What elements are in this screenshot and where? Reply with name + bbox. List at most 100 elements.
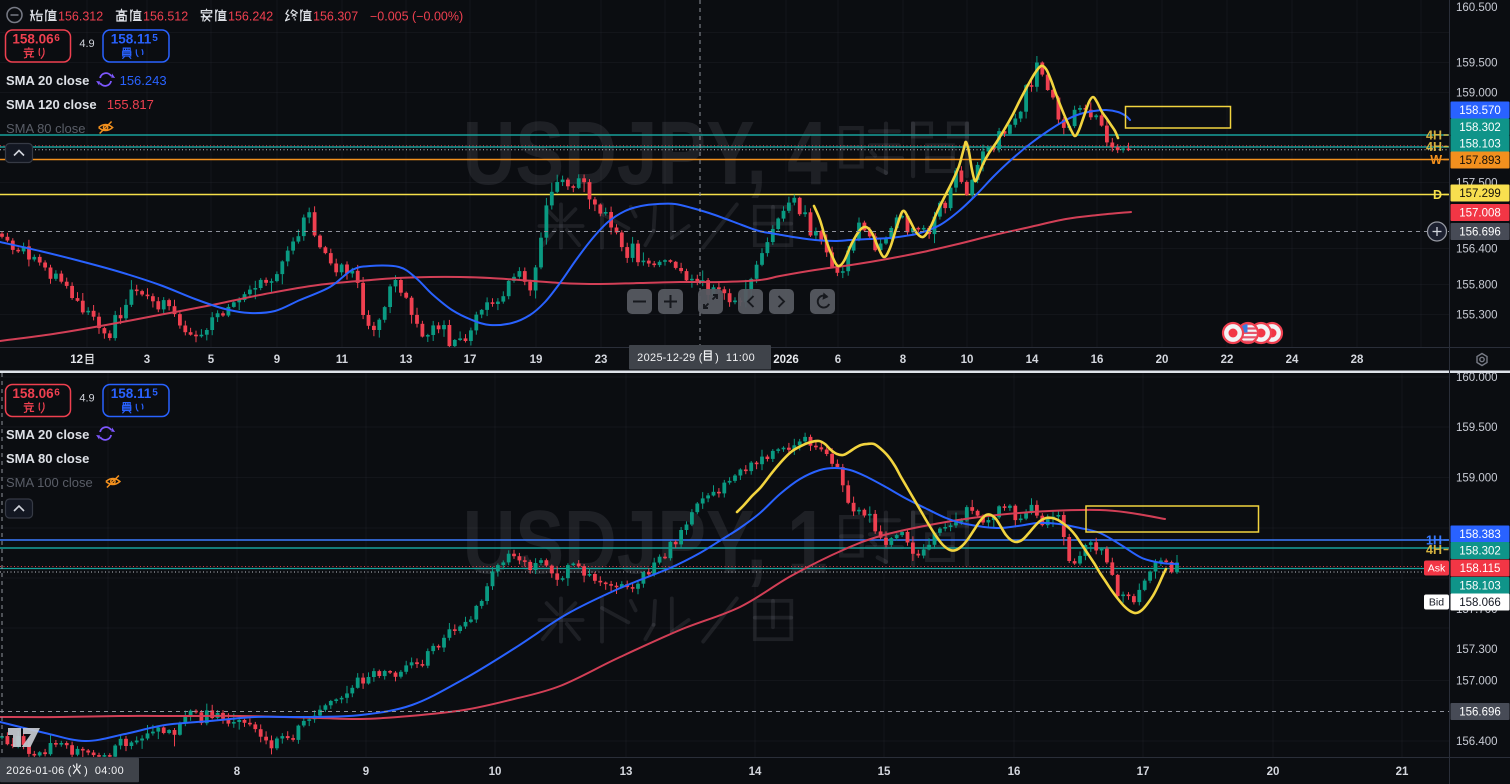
svg-text:158.103: 158.103 xyxy=(1459,139,1501,151)
svg-text:17: 17 xyxy=(464,354,477,366)
svg-text:21: 21 xyxy=(1396,766,1409,778)
svg-text:156.512: 156.512 xyxy=(143,10,188,24)
svg-text:6: 6 xyxy=(54,388,60,399)
svg-text:158.383: 158.383 xyxy=(1459,529,1501,541)
svg-text:0: 0 xyxy=(95,765,101,777)
svg-text:(: ( xyxy=(699,352,703,364)
svg-text:157.893: 157.893 xyxy=(1459,155,1501,167)
svg-text:2: 2 xyxy=(637,352,643,364)
svg-text:155.817: 155.817 xyxy=(107,97,154,112)
svg-text:2: 2 xyxy=(19,765,25,777)
svg-text:158.066: 158.066 xyxy=(1459,597,1501,609)
svg-text:160.500: 160.500 xyxy=(1456,2,1498,14)
svg-text:156.307: 156.307 xyxy=(313,10,358,24)
svg-text:156.400: 156.400 xyxy=(1456,736,1498,748)
svg-text:0: 0 xyxy=(52,765,58,777)
svg-text:2026: 2026 xyxy=(773,354,799,366)
svg-text:2: 2 xyxy=(6,765,12,777)
svg-text:0: 0 xyxy=(111,765,117,777)
svg-text:W: W xyxy=(1430,153,1442,167)
svg-text:159.500: 159.500 xyxy=(1456,58,1498,70)
svg-text:3: 3 xyxy=(144,354,150,366)
svg-text:5: 5 xyxy=(152,33,158,44)
svg-text:5: 5 xyxy=(656,352,662,364)
svg-text:158.302: 158.302 xyxy=(1459,546,1501,558)
svg-text:0: 0 xyxy=(742,352,748,364)
svg-text:159.500: 159.500 xyxy=(1456,422,1498,434)
svg-text:4H: 4H xyxy=(1426,140,1442,154)
svg-text:): ) xyxy=(715,352,719,364)
svg-text:0: 0 xyxy=(749,352,755,364)
svg-text:158.103: 158.103 xyxy=(1459,581,1501,593)
svg-text:155.800: 155.800 xyxy=(1456,280,1498,292)
svg-text::: : xyxy=(108,765,111,777)
svg-text:6: 6 xyxy=(58,765,64,777)
svg-text:158.302: 158.302 xyxy=(1459,122,1501,134)
svg-text:1: 1 xyxy=(726,352,732,364)
svg-text:SMA 20 close: SMA 20 close xyxy=(6,427,89,442)
svg-text:6: 6 xyxy=(25,765,31,777)
svg-text:158.06: 158.06 xyxy=(12,32,54,47)
svg-text:5: 5 xyxy=(152,388,158,399)
svg-text:156.243: 156.243 xyxy=(120,73,167,88)
svg-text:13: 13 xyxy=(400,354,413,366)
svg-text:D: D xyxy=(1433,188,1442,202)
svg-text:4H: 4H xyxy=(1426,129,1442,143)
svg-text:2: 2 xyxy=(683,352,689,364)
svg-text:): ) xyxy=(84,765,88,777)
svg-text:-: - xyxy=(663,352,667,364)
svg-text:0: 0 xyxy=(118,765,124,777)
svg-text:9: 9 xyxy=(689,352,695,364)
svg-text:1: 1 xyxy=(732,352,738,364)
svg-text:16: 16 xyxy=(1008,766,1021,778)
svg-text:155.300: 155.300 xyxy=(1456,310,1498,322)
svg-text:158.11: 158.11 xyxy=(111,32,152,47)
svg-text:SMA 20 close: SMA 20 close xyxy=(6,73,89,88)
svg-text:158.11: 158.11 xyxy=(111,386,152,401)
svg-text:0: 0 xyxy=(35,765,41,777)
svg-text:157.300: 157.300 xyxy=(1456,644,1498,656)
svg-text:22: 22 xyxy=(1221,354,1234,366)
svg-text:157.008: 157.008 xyxy=(1459,208,1501,220)
svg-text:-: - xyxy=(48,765,52,777)
svg-text:24: 24 xyxy=(1286,354,1299,366)
svg-text:9: 9 xyxy=(363,766,369,778)
svg-text:156.696: 156.696 xyxy=(1459,707,1501,719)
svg-text:156.242: 156.242 xyxy=(228,10,273,24)
svg-text:16: 16 xyxy=(1091,354,1104,366)
svg-text:Bid: Bid xyxy=(1429,597,1444,609)
svg-text:156.400: 156.400 xyxy=(1456,244,1498,256)
svg-text:20: 20 xyxy=(1156,354,1169,366)
svg-text:4.9: 4.9 xyxy=(79,38,94,50)
svg-text:(: ( xyxy=(68,765,72,777)
svg-text:14: 14 xyxy=(749,766,762,778)
svg-text:158.115: 158.115 xyxy=(1460,563,1501,575)
svg-text:9: 9 xyxy=(274,354,280,366)
svg-text:SMA 100 close: SMA 100 close xyxy=(6,475,93,490)
svg-text:-: - xyxy=(679,352,683,364)
svg-text:159.000: 159.000 xyxy=(1456,473,1498,485)
svg-text:6: 6 xyxy=(54,33,60,44)
svg-text:USDJPY, 4: USDJPY, 4 xyxy=(463,104,828,204)
svg-text:13: 13 xyxy=(620,766,633,778)
svg-text:14: 14 xyxy=(1026,354,1039,366)
svg-text:157.000: 157.000 xyxy=(1456,676,1498,688)
svg-text:19: 19 xyxy=(530,354,543,366)
svg-text:2: 2 xyxy=(650,352,656,364)
svg-text:Ask: Ask xyxy=(1428,563,1446,575)
svg-text:SMA 120 close: SMA 120 close xyxy=(6,97,97,112)
svg-text:8: 8 xyxy=(234,766,241,778)
svg-text:0: 0 xyxy=(644,352,650,364)
svg-text:157.299: 157.299 xyxy=(1459,188,1501,200)
svg-text:4.9: 4.9 xyxy=(79,393,94,405)
svg-text:0: 0 xyxy=(13,765,19,777)
svg-text:159.000: 159.000 xyxy=(1456,88,1498,100)
svg-text:1H: 1H xyxy=(1426,534,1442,548)
svg-text:−0.005 (−0.00%): −0.005 (−0.00%) xyxy=(370,10,463,24)
svg-text:10: 10 xyxy=(961,354,974,366)
svg-text:8: 8 xyxy=(900,354,907,366)
svg-text:156.696: 156.696 xyxy=(1459,227,1501,239)
svg-text:158.570: 158.570 xyxy=(1459,105,1501,117)
svg-text:SMA 80 close: SMA 80 close xyxy=(6,451,89,466)
svg-text:2: 2 xyxy=(673,352,679,364)
